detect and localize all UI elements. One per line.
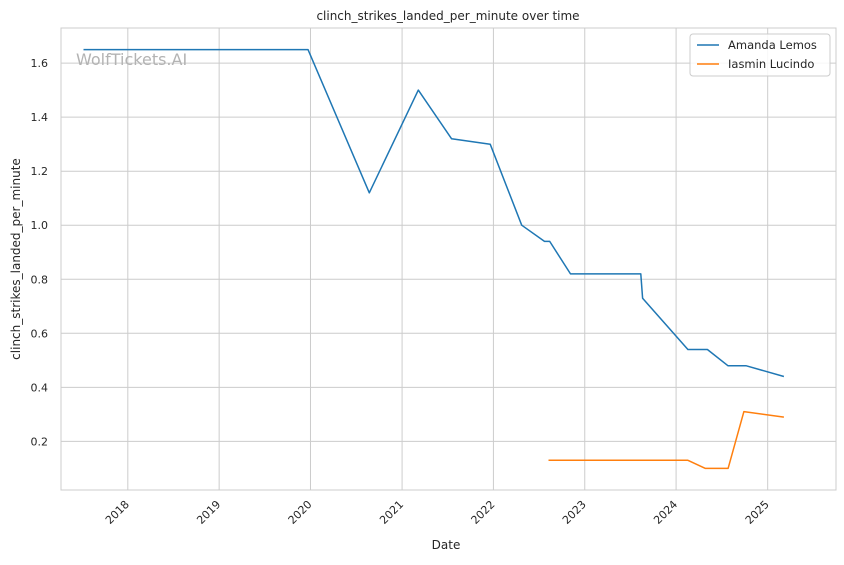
y-axis-title: clinch_strikes_landed_per_minute [9, 158, 23, 360]
x-axis-title: Date [432, 538, 461, 552]
legend-label-amanda-lemos: Amanda Lemos [728, 38, 817, 52]
plot-area-frame [60, 27, 837, 491]
y-tick-label: 0.6 [31, 327, 49, 340]
watermark-text: WolfTickets.AI [76, 50, 187, 69]
legend-box [689, 33, 831, 77]
y-tick-label: 1.6 [31, 57, 49, 70]
y-tick-label: 0.4 [31, 381, 49, 394]
chart-title: clinch_strikes_landed_per_minute over ti… [316, 9, 579, 23]
y-tick-labels: 0.2 0.4 0.6 0.8 1.0 1.2 1.4 1.6 [31, 57, 49, 448]
y-tick-label: 0.8 [31, 273, 49, 286]
y-tick-label: 0.2 [31, 435, 49, 448]
legend: Amanda Lemos Iasmin Lucindo [689, 33, 831, 77]
x-gridlines [127, 28, 769, 490]
legend-label-iasmin-lucindo: Iasmin Lucindo [728, 57, 814, 71]
y-tick-label: 1.4 [31, 111, 49, 124]
y-tick-label: 1.2 [31, 165, 49, 178]
series-line-iasmin-lucindo [548, 410, 785, 470]
series-line-amanda-lemos [83, 48, 785, 378]
y-tick-label: 1.0 [31, 219, 49, 232]
series-lines [83, 48, 785, 470]
y-gridlines [61, 62, 836, 442]
